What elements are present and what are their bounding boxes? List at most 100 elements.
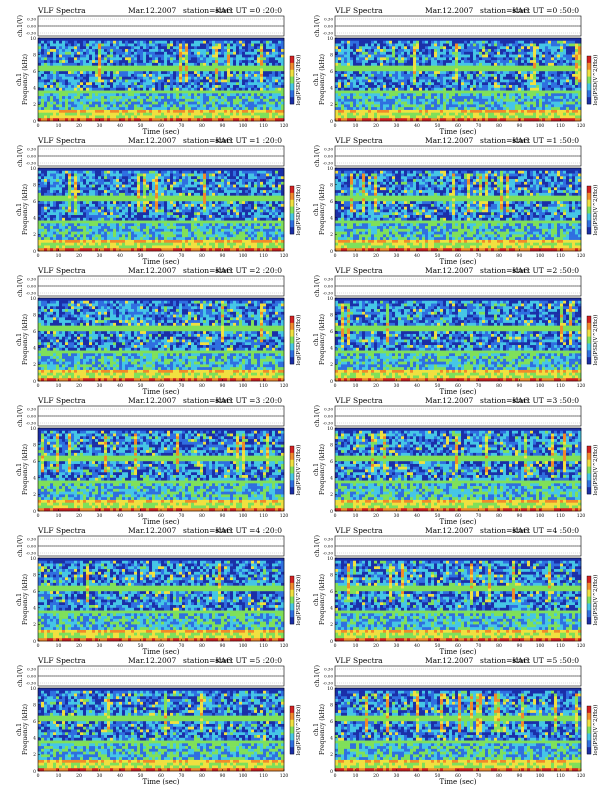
- heatmap-cell: [140, 66, 143, 69]
- heatmap-cell: [86, 44, 89, 47]
- heatmap-cell: [263, 113, 266, 116]
- heatmap-cell: [176, 107, 179, 110]
- heatmap-cell: [389, 46, 392, 49]
- heatmap-cell: [341, 93, 344, 96]
- heatmap-cell: [188, 38, 191, 41]
- heatmap-cell: [92, 104, 95, 107]
- heatmap-cell: [560, 63, 563, 66]
- heatmap-cell: [176, 71, 179, 74]
- heatmap-cell: [95, 104, 98, 107]
- heatmap-cell: [566, 82, 569, 85]
- heatmap-cell: [356, 52, 359, 55]
- heatmap-cell: [149, 66, 152, 69]
- heatmap-cell: [512, 74, 515, 77]
- heatmap-cell: [191, 74, 194, 77]
- heatmap-cell: [368, 93, 371, 96]
- heatmap-cell: [341, 85, 344, 88]
- heatmap-cell: [155, 60, 158, 63]
- heatmap-cell: [116, 55, 119, 58]
- heatmap-cell: [407, 71, 410, 74]
- heatmap-cell: [140, 102, 143, 105]
- heatmap-cell: [353, 88, 356, 91]
- heatmap-cell: [392, 68, 395, 71]
- heatmap-cell: [410, 44, 413, 47]
- heatmap-cell: [98, 93, 101, 96]
- heatmap-cell: [488, 49, 491, 52]
- heatmap-cell: [125, 91, 128, 94]
- heatmap-cell: [452, 68, 455, 71]
- heatmap-cell: [404, 91, 407, 94]
- heatmap-cell: [209, 46, 212, 49]
- heatmap-cell: [539, 88, 542, 91]
- heatmap-cell: [191, 93, 194, 96]
- heatmap-cell: [128, 63, 131, 66]
- heatmap-cell: [170, 91, 173, 94]
- heatmap-cell: [131, 66, 134, 69]
- heatmap-cell: [245, 82, 248, 85]
- heatmap-cell: [278, 44, 281, 47]
- heatmap-cell: [488, 57, 491, 60]
- heatmap-cell: [41, 93, 44, 96]
- heatmap-cell: [434, 44, 437, 47]
- heatmap-cell: [356, 113, 359, 116]
- heatmap-cell: [152, 96, 155, 99]
- heatmap-cell: [524, 104, 527, 107]
- heatmap-cell: [44, 55, 47, 58]
- heatmap-cell: [563, 38, 566, 41]
- heatmap-cell: [161, 38, 164, 41]
- heatmap-cell: [254, 63, 257, 66]
- heatmap-cell: [245, 66, 248, 69]
- heatmap-cell: [575, 110, 578, 113]
- heatmap-cell: [569, 38, 572, 41]
- heatmap-cell: [122, 107, 125, 110]
- heatmap-cell: [407, 41, 410, 44]
- heatmap-cell: [449, 38, 452, 41]
- heatmap-cell: [41, 63, 44, 66]
- heatmap-cell: [239, 82, 242, 85]
- heatmap-cell: [497, 52, 500, 55]
- heatmap-cell: [203, 80, 206, 83]
- heatmap-cell: [113, 113, 116, 116]
- heatmap-cell: [434, 107, 437, 110]
- heatmap-cell: [104, 60, 107, 63]
- heatmap-cell: [77, 107, 80, 110]
- heatmap-cell: [113, 104, 116, 107]
- heatmap-cell: [143, 63, 146, 66]
- heatmap-cell: [188, 104, 191, 107]
- heatmap-cell: [62, 41, 65, 44]
- heatmap-cell: [116, 46, 119, 49]
- heatmap-cell: [350, 55, 353, 58]
- heatmap-cell: [47, 55, 50, 58]
- heatmap-cell: [233, 38, 236, 41]
- heatmap-cell: [116, 63, 119, 66]
- heatmap-cell: [176, 113, 179, 116]
- heatmap-cell: [344, 104, 347, 107]
- heatmap-cell: [122, 93, 125, 96]
- heatmap-cell: [443, 93, 446, 96]
- heatmap-cell: [362, 66, 365, 69]
- heatmap-cell: [467, 68, 470, 71]
- heatmap-cell: [395, 102, 398, 105]
- heatmap-cell: [233, 102, 236, 105]
- heatmap-cell: [548, 63, 551, 66]
- heatmap-cell: [536, 115, 539, 118]
- heatmap-cell: [236, 82, 239, 85]
- heatmap-cell: [572, 88, 575, 91]
- heatmap-cell: [401, 113, 404, 116]
- heatmap-cell: [122, 99, 125, 102]
- heatmap-cell: [134, 93, 137, 96]
- heatmap-cell: [131, 55, 134, 58]
- heatmap-cell: [248, 85, 251, 88]
- heatmap-cell: [212, 55, 215, 58]
- heatmap-cell: [47, 99, 50, 102]
- heatmap-cell: [272, 44, 275, 47]
- heatmap-cell: [194, 102, 197, 105]
- heatmap-cell: [416, 68, 419, 71]
- heatmap-cell: [233, 57, 236, 60]
- heatmap-cell: [53, 104, 56, 107]
- heatmap-cell: [131, 60, 134, 63]
- heatmap-cell: [95, 49, 98, 52]
- heatmap-cell: [215, 46, 218, 49]
- heatmap-cell: [242, 52, 245, 55]
- heatmap-cell: [125, 60, 128, 63]
